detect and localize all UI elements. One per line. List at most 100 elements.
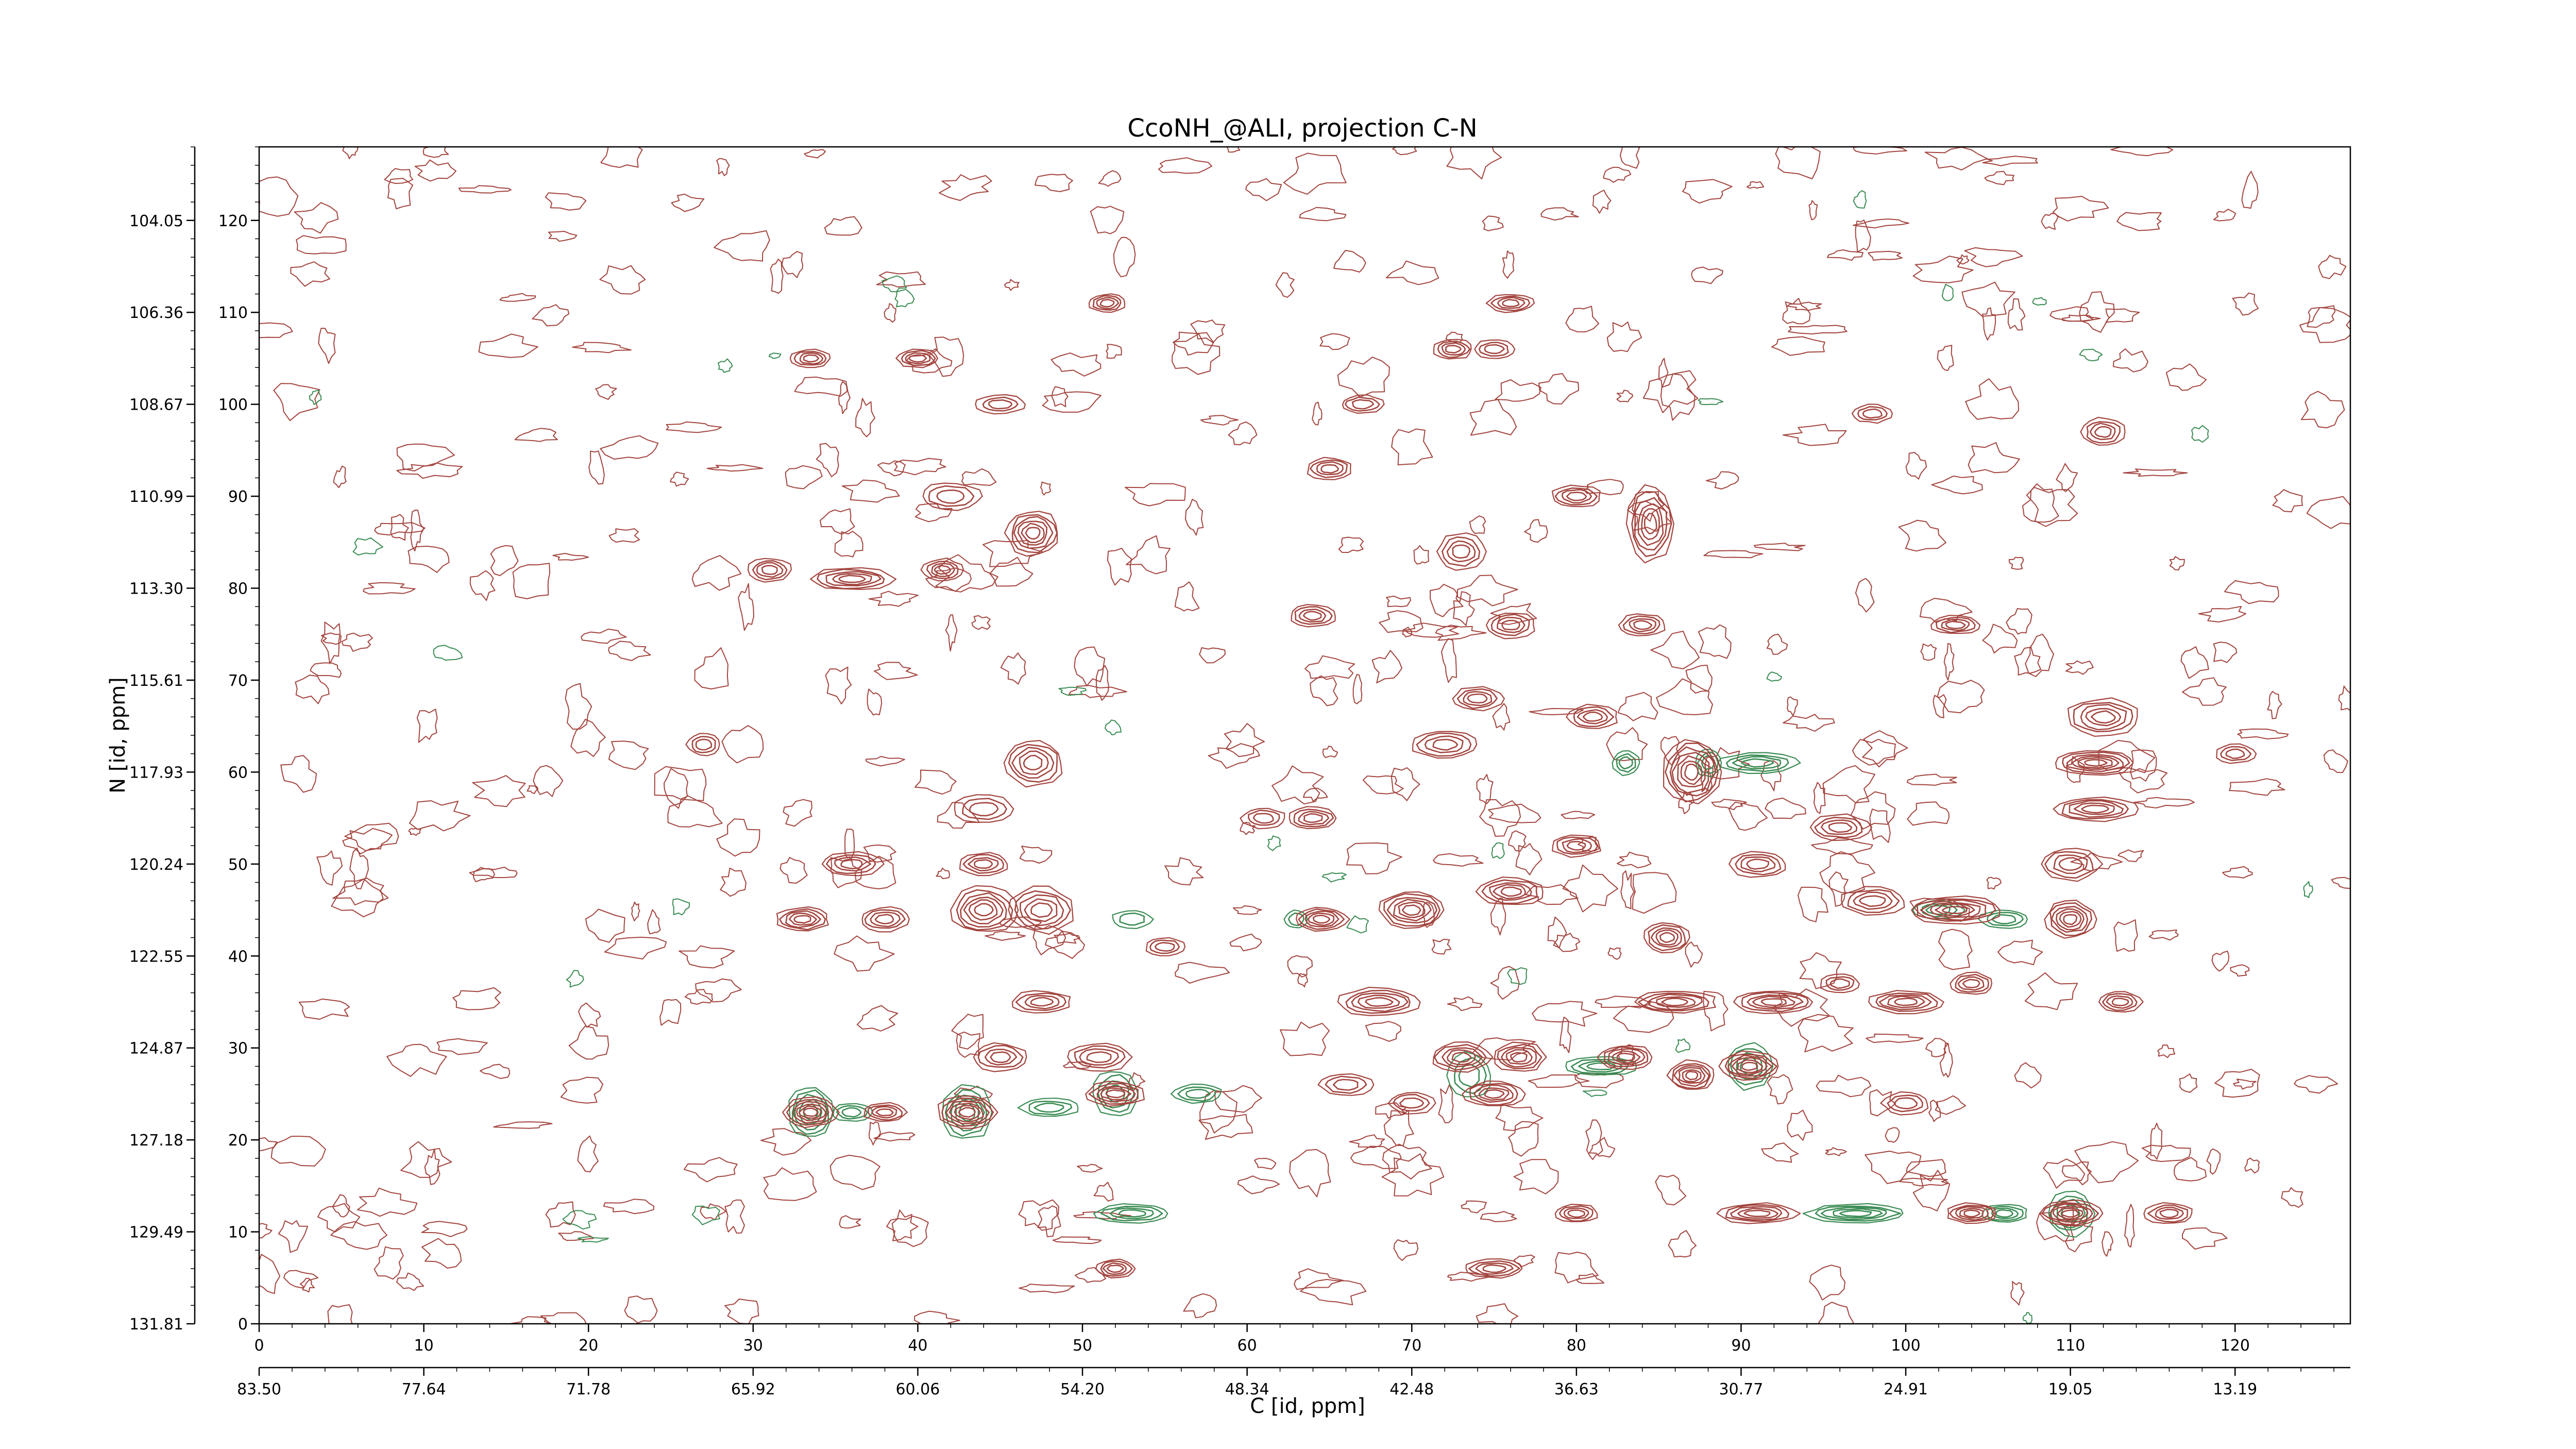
positive-peak-contour: [2058, 857, 2083, 871]
x-ppm-tick-label: 65.92: [731, 1380, 775, 1399]
noise-contour: [2150, 1122, 2163, 1160]
x-ppm-tick-label: 77.64: [402, 1380, 446, 1399]
positive-peak-contour: [1857, 406, 1888, 420]
noise-contour: [2116, 212, 2162, 231]
noise-contour: [1513, 1159, 1559, 1194]
noise-contour: [2113, 919, 2138, 952]
x-ppm-tick-label: 71.78: [566, 1380, 611, 1399]
noise-contour: [1482, 215, 1504, 231]
positive-peak-contour: [786, 1099, 834, 1126]
positive-peak-contour: [1505, 1049, 1533, 1065]
noise-contour: [2241, 171, 2259, 209]
x-index-tick-label: 120: [2221, 1337, 2250, 1355]
positive-peak-contour: [1648, 924, 1686, 951]
noise-contour: [720, 867, 747, 897]
positive-peak-contour: [863, 1102, 908, 1122]
noise-contour: [1811, 837, 1873, 854]
noise-contour: [1868, 250, 1903, 261]
noise-contour: [2198, 605, 2246, 622]
positive-peak-contour: [1945, 620, 1966, 629]
positive-peak-contour: [1291, 604, 1336, 628]
noise-contour-negative: [1491, 842, 1505, 859]
positive-peak-contour: [789, 348, 831, 368]
noise-contour: [1190, 319, 1226, 343]
noise-contour: [1961, 281, 2015, 317]
x-ppm-tick-label: 54.20: [1060, 1380, 1105, 1399]
y-index-tick-label: 60: [228, 764, 248, 782]
positive-peak-contour: [1746, 858, 1769, 870]
noise-contour: [1576, 1273, 1604, 1284]
positive-peak-contour: [1725, 1204, 1789, 1222]
positive-peak-contour: [2225, 748, 2245, 759]
positive-peak-contour: [1887, 1094, 1923, 1113]
noise-contour: [866, 756, 905, 767]
noise-contour: [533, 765, 564, 797]
noise-contour: [2272, 489, 2303, 513]
noise-contour: [1375, 1102, 1407, 1119]
noise-contour: [374, 1246, 404, 1280]
noise-contour: [1441, 638, 1457, 683]
negative-peak-contour: [1097, 1074, 1135, 1113]
positive-peak-contour: [1563, 1207, 1589, 1219]
noise-contour: [1660, 373, 1696, 421]
noise-contour: [1392, 147, 1417, 156]
y-ppm-tick-label: 104.05: [129, 212, 183, 230]
noise-contour: [2025, 633, 2054, 677]
positive-peak-contour: [1669, 746, 1717, 797]
positive-peak-contour: [1828, 822, 1853, 833]
positive-peak-contour: [1433, 339, 1472, 360]
noise-contour: [1906, 773, 1957, 786]
contour-plot-area: [259, 147, 2350, 1324]
positive-peak-contour: [1497, 297, 1526, 309]
noise-contour: [951, 1014, 984, 1050]
noise-contour: [1158, 157, 1212, 174]
noise-contour: [1383, 1109, 1414, 1146]
noise-contour: [527, 785, 539, 794]
noise-contour: [1019, 1284, 1075, 1293]
y-index-tick-label: 0: [238, 1316, 248, 1334]
noise-contour: [1476, 774, 1494, 804]
noise-contour: [824, 216, 862, 236]
noise-contour: [599, 265, 646, 295]
noise-contour: [2299, 307, 2350, 343]
positive-peak-contour: [2106, 995, 2133, 1009]
noise-contour: [2079, 291, 2115, 333]
noise-contour: [1173, 331, 1214, 356]
positive-peak-contour: [1809, 813, 1873, 841]
negative-peak-contour: [1925, 905, 1951, 916]
positive-peak-contour: [1463, 691, 1493, 706]
positive-peak-contour: [1298, 908, 1345, 930]
noise-contour: [1310, 675, 1338, 706]
positive-peak-contour: [2077, 757, 2113, 769]
positive-peak-contour: [1474, 339, 1516, 359]
positive-peak-contour: [1475, 1262, 1514, 1275]
noise-contour: [1508, 1121, 1539, 1157]
y-ppm-tick-label: 122.55: [129, 948, 183, 966]
noise-contour: [781, 251, 804, 278]
positive-peak-contour: [756, 562, 784, 578]
positive-peak-contour: [920, 558, 964, 582]
noise-contour: [318, 328, 336, 364]
noise-contour: [2105, 308, 2140, 323]
noise-contour: [1711, 799, 1747, 811]
noise-contour: [1818, 1302, 1854, 1324]
positive-peak-contour: [1929, 902, 1981, 918]
x-index-tick-label: 30: [743, 1337, 763, 1355]
noise-contour: [1297, 973, 1308, 988]
noise-contour: [839, 1215, 861, 1229]
positive-peak-contour: [1941, 906, 1968, 914]
noise-contour: [604, 936, 667, 959]
noise-contour: [868, 591, 919, 607]
positive-peak-contour: [1665, 743, 1719, 803]
noise-contour: [280, 755, 317, 793]
x-index-tick-label: 110: [2056, 1337, 2085, 1355]
noise-contour: [421, 1238, 462, 1269]
noise-contour-negative: [1105, 719, 1122, 735]
noise-contour: [409, 800, 471, 832]
noise-contour: [1391, 428, 1433, 466]
noise-contour-negative: [309, 390, 322, 405]
positive-peak-contour: [1013, 516, 1054, 549]
positive-peak-contour: [1941, 619, 1970, 631]
noise-contour: [763, 1167, 817, 1201]
positive-peak-contour: [1741, 991, 1809, 1013]
